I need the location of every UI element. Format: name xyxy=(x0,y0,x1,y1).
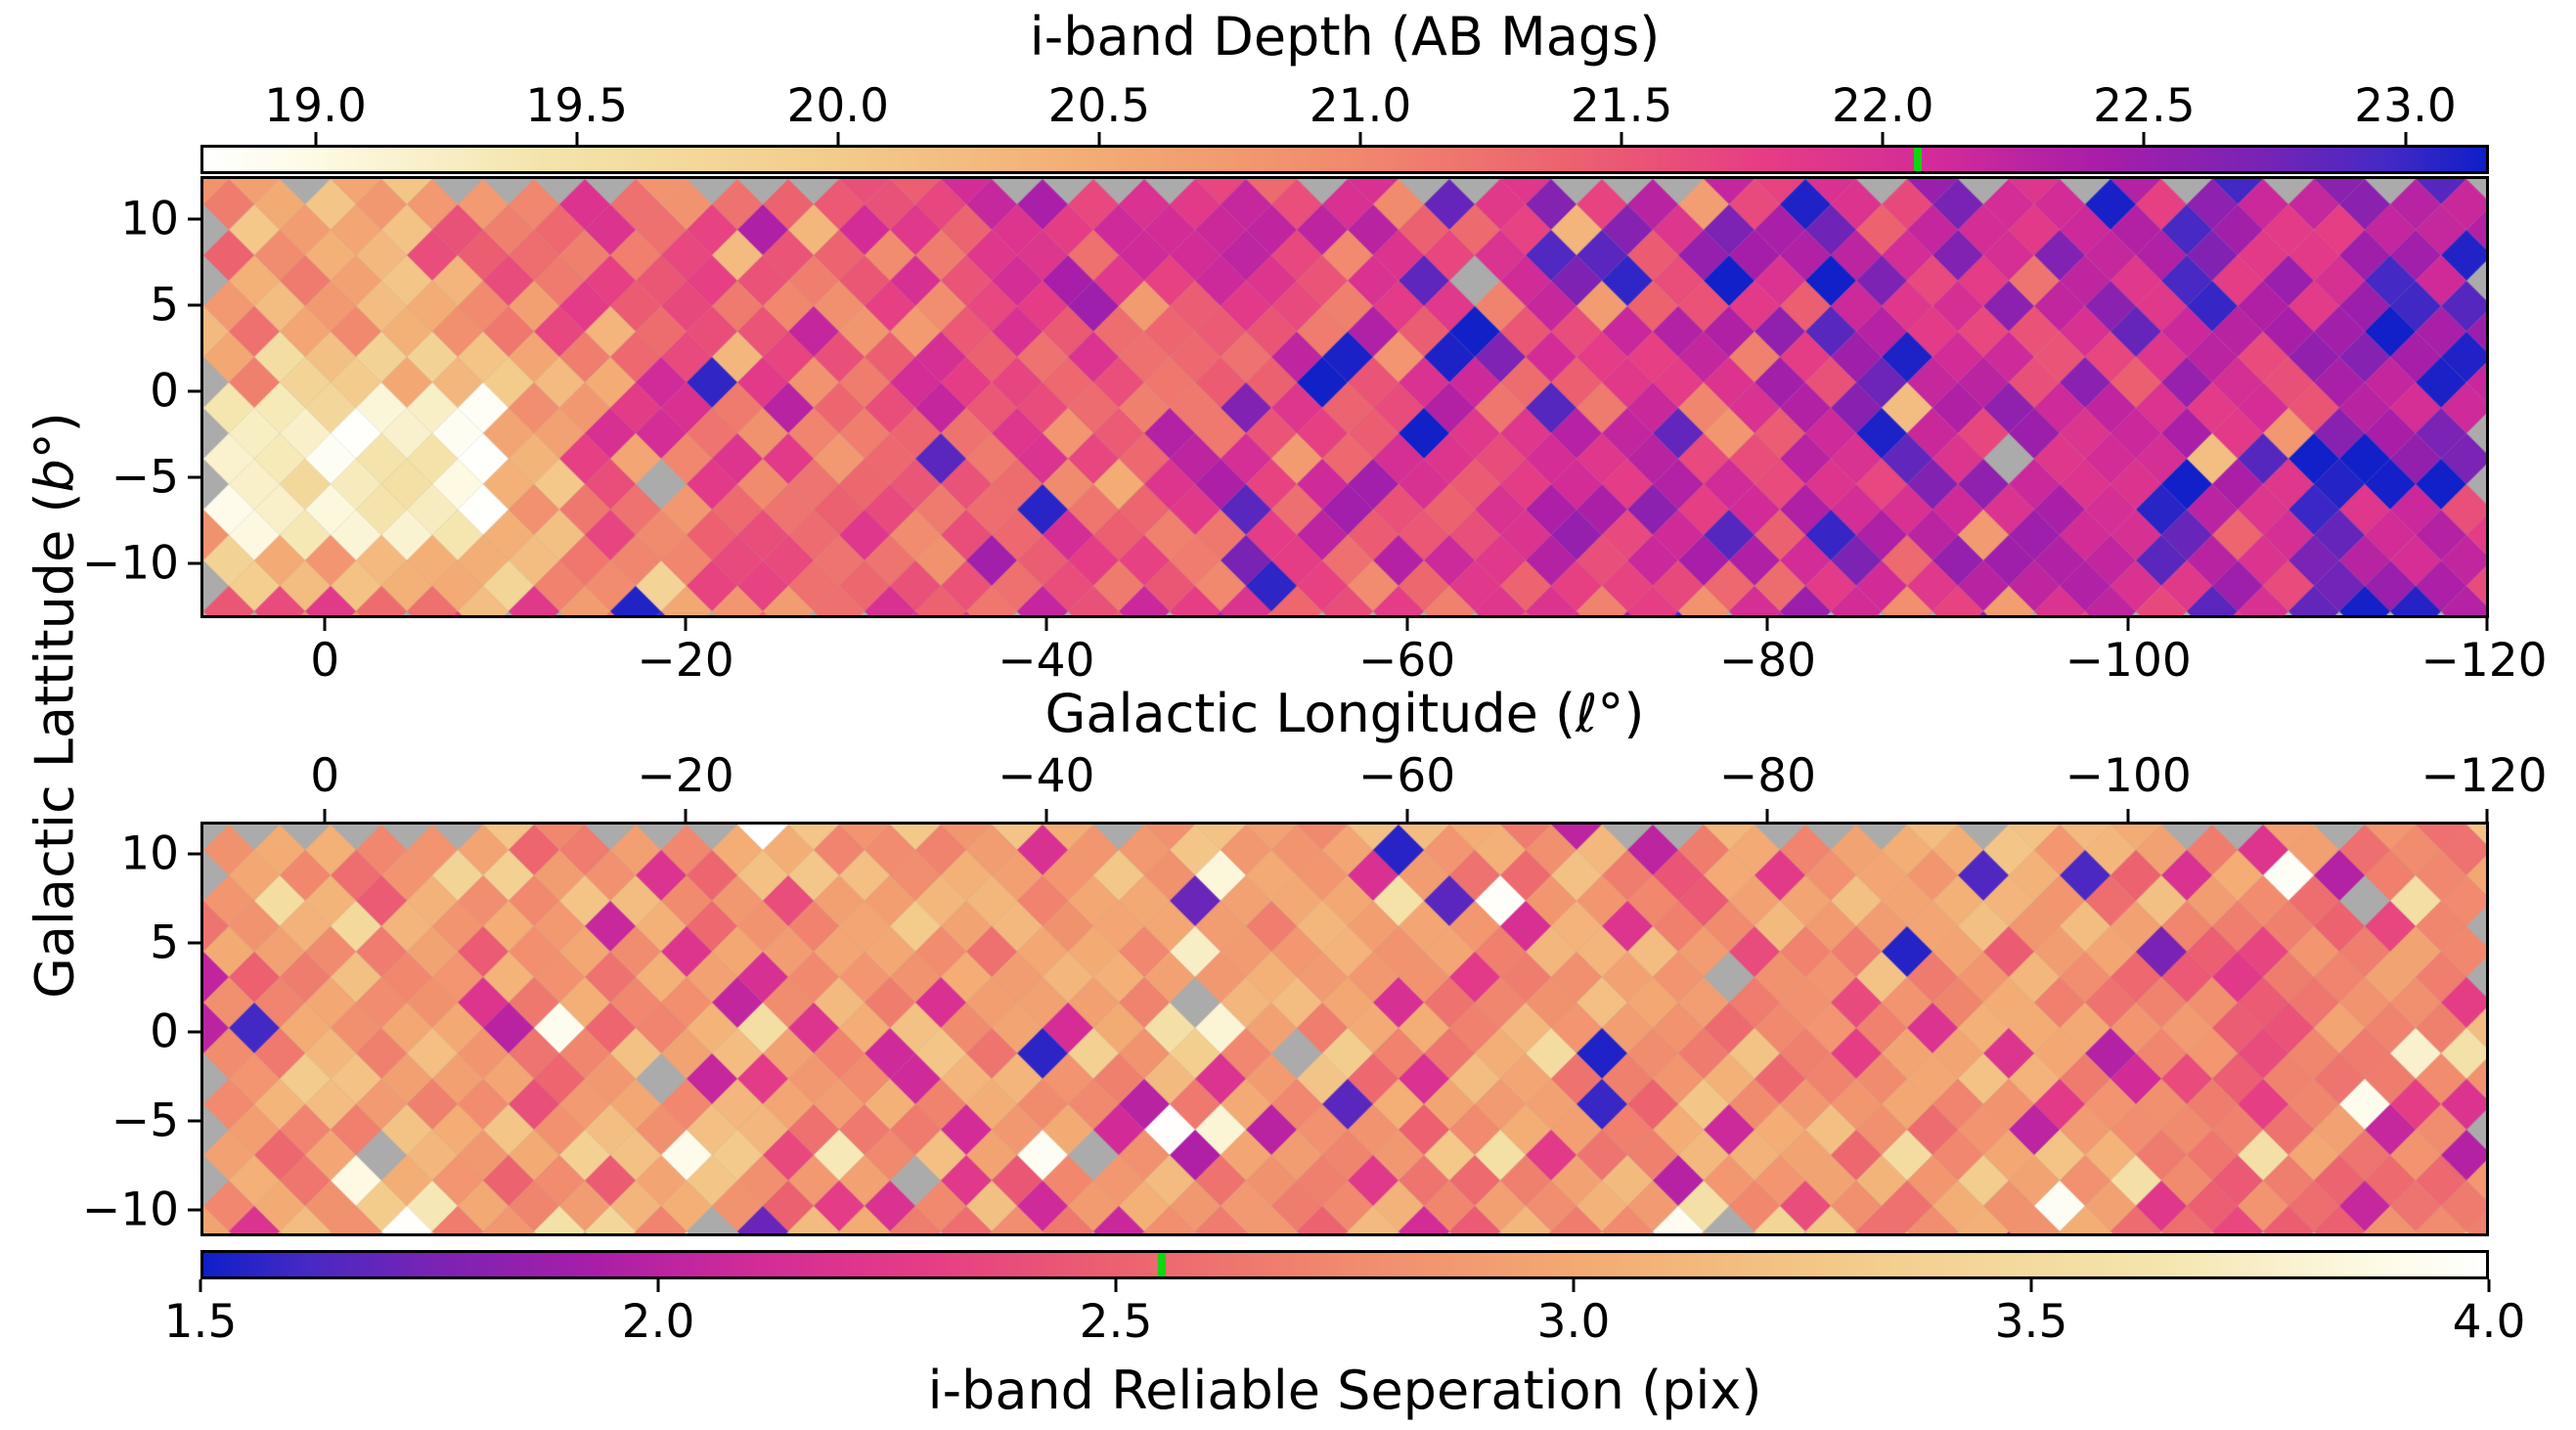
colorbar-tick-mark xyxy=(2487,1279,2491,1292)
colorbar-tick-mark xyxy=(1572,1279,1576,1292)
y-tick-mark xyxy=(188,303,200,307)
x-tick-label: −80 xyxy=(1718,634,1816,688)
x-tick-label: −20 xyxy=(637,634,734,688)
colorbar-tick-mark xyxy=(199,1279,202,1292)
colorbar-tick-mark xyxy=(1114,1279,1118,1292)
colorbar-tick-label: 21.0 xyxy=(1309,79,1412,133)
colorbar-tick-mark xyxy=(314,132,318,145)
x-tick-label: −120 xyxy=(2421,634,2548,688)
x-tick-label: −60 xyxy=(1358,634,1456,688)
y-tick-mark xyxy=(188,1030,200,1034)
colorbar-tick-label: 2.0 xyxy=(621,1295,695,1349)
x-tick-mark xyxy=(2485,618,2489,631)
seperation-map-cells xyxy=(203,825,2486,1233)
x-tick-mark xyxy=(1765,809,1769,822)
x-tick-mark xyxy=(2126,618,2130,631)
x-tick-label: −120 xyxy=(2421,749,2548,803)
x-tick-label: −40 xyxy=(998,634,1095,688)
x-axis-label: Galactic Longitude (ℓ°) xyxy=(1044,683,1645,744)
x-tick-label: 0 xyxy=(310,634,340,688)
colorbar-depth xyxy=(200,145,2489,174)
colorbar-tick-mark xyxy=(656,1279,660,1292)
y-tick-mark xyxy=(188,941,200,945)
y-tick-label: 10 xyxy=(120,827,179,881)
y-tick-label: −5 xyxy=(111,1094,179,1148)
colorbar-seperation-gradient xyxy=(203,1253,2486,1276)
colorbar-tick-mark xyxy=(1881,132,1885,145)
y-tick-label: 0 xyxy=(150,364,179,419)
colorbar-tick-mark xyxy=(836,132,840,145)
colorbar-tick-mark xyxy=(2029,1279,2033,1292)
colorbar-tick-label: 3.5 xyxy=(1994,1295,2068,1349)
colorbar-tick-mark xyxy=(2142,132,2146,145)
y-tick-mark xyxy=(188,389,200,393)
y-tick-label: −5 xyxy=(111,450,179,505)
colorbar-tick-label: 1.5 xyxy=(163,1295,238,1349)
x-tick-mark xyxy=(1405,809,1409,822)
colorbar-tick-mark xyxy=(2404,132,2408,145)
depth-map-panel xyxy=(200,176,2489,618)
y-tick-mark xyxy=(188,1119,200,1123)
y-tick-label: 5 xyxy=(150,278,179,333)
colorbar-tick-mark xyxy=(1620,132,1623,145)
x-tick-mark xyxy=(2485,809,2489,822)
x-tick-mark xyxy=(1044,809,1048,822)
y-axis-label: Galactic Lattitude (b°) xyxy=(23,412,86,999)
x-tick-mark xyxy=(1765,618,1769,631)
depth-map-cells xyxy=(203,179,2486,615)
y-tick-mark xyxy=(188,217,200,221)
colorbar-tick-label: 3.0 xyxy=(1536,1295,1611,1349)
x-tick-mark xyxy=(323,809,327,822)
colorbar-tick-mark xyxy=(1097,132,1101,145)
x-tick-mark xyxy=(684,618,688,631)
colorbar-tick-label: 22.0 xyxy=(1831,79,1934,133)
colorbar-depth-gradient xyxy=(203,148,2486,171)
x-tick-mark xyxy=(684,809,688,822)
colorbar-tick-mark xyxy=(575,132,579,145)
x-tick-label: −60 xyxy=(1358,749,1456,803)
colorbar-tick-label: 20.0 xyxy=(786,79,890,133)
colorbar-tick-label: 21.5 xyxy=(1570,79,1673,133)
colorbar-tick-label: 20.5 xyxy=(1047,79,1151,133)
colorbar-tick-mark xyxy=(1358,132,1362,145)
colorbar-tick-label: 23.0 xyxy=(2354,79,2457,133)
x-tick-mark xyxy=(2126,809,2130,822)
x-tick-mark xyxy=(1405,618,1409,631)
x-tick-label: −80 xyxy=(1718,749,1816,803)
y-tick-mark xyxy=(188,561,200,565)
colorbar-seperation xyxy=(200,1250,2489,1279)
x-tick-label: −20 xyxy=(637,749,734,803)
colorbar-tick-label: 19.0 xyxy=(264,79,367,133)
y-tick-mark xyxy=(188,1208,200,1212)
y-tick-label: 10 xyxy=(120,192,179,246)
colorbar-seperation-title: i-band Reliable Seperation (pix) xyxy=(927,1360,1762,1421)
x-tick-label: −100 xyxy=(2065,749,2192,803)
x-tick-mark xyxy=(1044,618,1048,631)
y-tick-label: −10 xyxy=(81,1183,179,1237)
seperation-map-panel xyxy=(200,822,2489,1236)
y-tick-label: 5 xyxy=(150,916,179,970)
colorbar-depth-title: i-band Depth (AB Mags) xyxy=(1029,6,1661,67)
colorbar-depth-marker xyxy=(1914,148,1923,171)
y-tick-mark xyxy=(188,475,200,479)
colorbar-tick-label: 19.5 xyxy=(525,79,628,133)
y-tick-label: −10 xyxy=(81,536,179,591)
x-tick-mark xyxy=(323,618,327,631)
colorbar-seperation-marker xyxy=(1158,1253,1167,1276)
y-tick-label: 0 xyxy=(150,1005,179,1059)
x-tick-label: −40 xyxy=(998,749,1095,803)
colorbar-tick-label: 22.5 xyxy=(2093,79,2196,133)
x-tick-label: 0 xyxy=(310,749,340,803)
colorbar-tick-label: 4.0 xyxy=(2452,1295,2526,1349)
x-tick-label: −100 xyxy=(2065,634,2192,688)
y-tick-mark xyxy=(188,852,200,856)
colorbar-tick-label: 2.5 xyxy=(1079,1295,1153,1349)
